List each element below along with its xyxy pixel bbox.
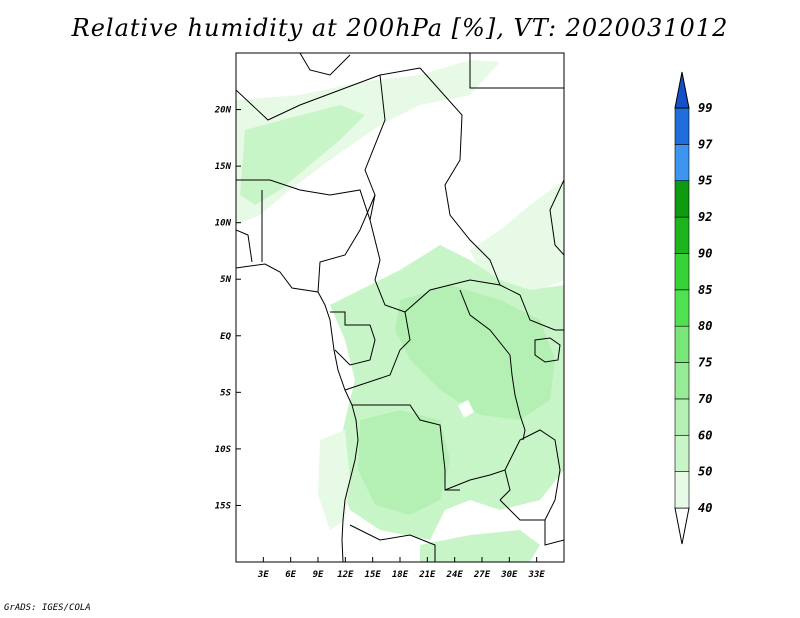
humidity-region-northeast [470,180,564,295]
colorbar-label: 70 [698,392,712,406]
border-line-3 [364,74,386,261]
colorbar-box [674,216,690,254]
border-line-9 [374,259,406,313]
lon-tick-label: 9E [313,570,324,580]
lon-tick-label: 27E [473,570,491,580]
humidity-region-bottom [420,530,540,562]
colorbar-lower-extend [674,507,690,545]
border-line-14 [349,524,436,562]
colorbar-label: 92 [698,210,712,224]
lat-tick-label: 15S [215,501,232,511]
lat-tick-label: 10N [215,219,232,229]
border-line-11 [344,311,411,391]
lon-tick-label: 30E [500,570,518,580]
colorbar-label: 80 [698,319,712,333]
border-line-4 [419,67,501,286]
colorbar-label: 97 [698,137,713,151]
latitude-axis: 20N 15N 10N 5N EQ 5S 10S 15S [214,106,241,511]
colorbar-label: 90 [698,246,712,260]
colorbar-label: 95 [698,174,712,188]
lat-tick-label: 5S [220,388,231,398]
lat-tick-label: 5N [220,275,231,285]
lake-tanganyika [509,354,526,441]
colorbar-label: 99 [698,101,712,115]
lat-tick-label: 20N [214,106,232,116]
colorbar-box [674,180,690,218]
colorbar-label: 60 [698,428,712,442]
humidity-dry-pocket [458,400,474,418]
colorbar-box [674,434,690,472]
lat-tick-label: 15N [215,162,232,172]
colorbar-box [674,253,690,291]
lon-tick-label: 6E [285,570,296,580]
colorbar-boxes [674,71,690,545]
credit-text: GrADS: IGES/COLA [4,603,91,613]
chart-title: Relative humidity at 200hPa [%], VT: 202… [71,14,729,42]
border-line-17 [330,311,376,366]
lon-tick-label: 12E [337,570,354,580]
colorbar-labels: 40 50 60 70 75 80 85 90 92 95 97 99 [698,101,713,515]
border-line-15 [504,429,561,521]
country-borders [236,53,564,562]
border-line-10 [404,279,564,331]
lake-victoria [534,337,561,363]
border-line-6 [549,179,564,256]
colorbar-box [674,289,690,327]
lon-tick-label: 15E [365,570,382,580]
humidity-region-southwest [318,430,350,530]
border-line-1 [299,53,351,76]
lat-tick-label: EQ [220,332,231,342]
colorbar-box [674,471,690,509]
lon-tick-label: 21E [418,570,436,580]
colorbar-upper-extend [674,71,690,109]
colorbar-box [674,107,690,145]
border-line-5 [469,53,564,89]
humidity-field [236,60,564,562]
colorbar-box [674,325,690,363]
colorbar-label: 85 [698,283,712,297]
colorbar-box [674,362,690,400]
lon-tick-label: 24E [446,570,464,580]
lat-tick-label: 10S [215,445,232,455]
lon-tick-label: 18E [392,570,409,580]
colorbar-box [674,144,690,182]
coastline-west-africa [236,263,359,562]
longitude-axis: 3E 6E 9E 12E 15E 18E 21E 24E 27E 30E 33E [257,557,545,580]
colorbar-label: 50 [698,465,712,479]
lon-tick-label: 3E [257,570,269,580]
colorbar-label: 75 [698,356,712,370]
humidity-region-north [236,60,500,225]
lon-tick-label: 33E [528,570,546,580]
border-line-19 [236,229,253,263]
border-line-2 [236,67,421,121]
border-line-13 [444,469,511,501]
humidity-region-central-core [395,285,555,420]
humidity-region-southern [358,410,450,515]
border-line-16 [499,499,564,546]
border-line-8 [317,194,376,293]
border-line-20 [459,289,511,356]
colorbar-label: 40 [698,501,712,515]
colorbar-box [674,398,690,436]
border-line-7 [236,179,371,221]
